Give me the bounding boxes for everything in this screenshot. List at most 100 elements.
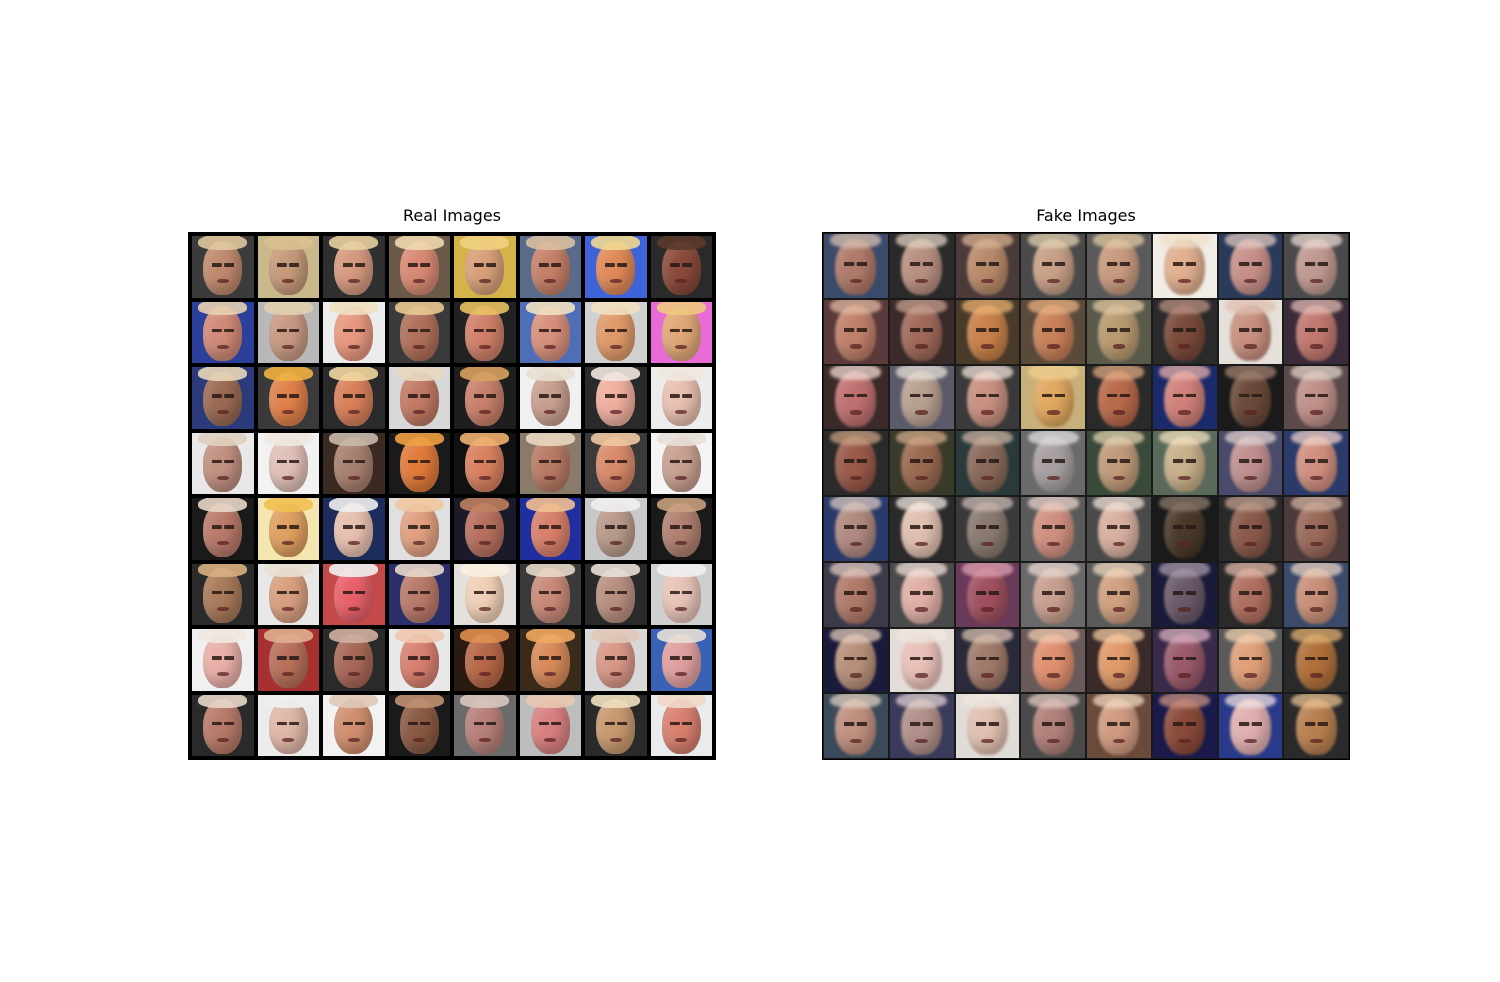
mouth [675, 737, 688, 742]
fake-face-image [1087, 365, 1151, 430]
real-face-image [388, 367, 450, 429]
eyes [604, 525, 627, 529]
mouth [849, 410, 863, 415]
fake-face-image [889, 365, 954, 430]
fake-face-image [1284, 694, 1348, 758]
eyes [1041, 459, 1065, 464]
real-face-image [454, 498, 516, 560]
mouth [915, 475, 928, 481]
fake-face-image [1021, 562, 1085, 627]
real-tile-grid [189, 233, 715, 759]
eyes [910, 656, 934, 661]
eyes [473, 394, 496, 398]
mouth [609, 672, 622, 677]
mouth [413, 672, 426, 677]
eyes [211, 263, 234, 267]
mouth [544, 410, 557, 415]
eyes [539, 263, 562, 267]
fake-face-image [1087, 628, 1151, 693]
mouth [1112, 607, 1126, 612]
mouth [609, 279, 622, 284]
real-face-image [388, 563, 450, 625]
fake-face-image [955, 299, 1020, 364]
fake-face-image [824, 299, 888, 364]
real-images-title: Real Images [402, 206, 502, 225]
mouth [282, 672, 295, 677]
real-face-image [323, 367, 385, 429]
fake-face-image [1087, 497, 1151, 561]
real-face-image [257, 498, 319, 560]
real-face-image [257, 236, 319, 298]
fake-face-image [1021, 497, 1085, 561]
eyes [844, 722, 868, 727]
real-face-image [192, 498, 254, 560]
fake-face-image [824, 562, 888, 627]
real-face-image [323, 629, 385, 691]
real-face-image [454, 629, 516, 691]
mouth [216, 672, 229, 677]
real-face-image [388, 432, 450, 494]
mouth [1178, 278, 1191, 284]
eyes [1041, 525, 1065, 529]
eyes [1173, 262, 1197, 266]
real-face-image [454, 432, 516, 494]
real-face-image [585, 236, 647, 298]
mouth [216, 475, 229, 480]
real-face-image [585, 498, 647, 560]
fake-face-image [824, 694, 888, 758]
fake-face-image [1021, 628, 1085, 693]
mouth [413, 606, 426, 611]
real-face-image [257, 629, 319, 691]
fake-face-image [1021, 365, 1085, 430]
real-face-image [192, 629, 254, 691]
mouth [675, 672, 688, 677]
real-face-image [323, 301, 385, 363]
eyes [1107, 722, 1131, 727]
real-face-image [388, 301, 450, 363]
real-face-image [454, 367, 516, 429]
mouth [915, 541, 928, 547]
eyes [1173, 327, 1197, 332]
fake-face-image [1152, 365, 1217, 430]
real-face-image [388, 629, 450, 691]
mouth [1046, 673, 1060, 678]
fake-face-image [1152, 562, 1217, 627]
eyes [604, 459, 627, 464]
mouth [282, 279, 295, 284]
eyes [1304, 327, 1328, 332]
eyes [473, 525, 496, 529]
fake-face-image [1218, 299, 1283, 364]
real-face-image [388, 498, 450, 560]
eyes [910, 590, 934, 595]
fake-face-image [889, 694, 954, 758]
mouth [915, 344, 928, 349]
fake-face-image [1152, 431, 1217, 495]
mouth [282, 344, 295, 349]
eyes [342, 656, 365, 660]
eyes [1041, 590, 1065, 595]
mouth [1244, 344, 1257, 349]
fake-face-image [1218, 234, 1283, 298]
mouth [1046, 410, 1060, 415]
eyes [1173, 393, 1197, 398]
real-images-grid [188, 232, 716, 760]
eyes [1304, 656, 1328, 661]
fake-face-image [955, 694, 1020, 758]
fake-face-image [1021, 234, 1085, 298]
eyes [975, 327, 999, 332]
mouth [1309, 278, 1323, 284]
eyes [975, 722, 999, 727]
real-face-image [650, 236, 712, 298]
fake-face-image [955, 431, 1020, 495]
eyes [1173, 459, 1197, 464]
eyes [975, 656, 999, 661]
eyes [670, 590, 693, 595]
real-face-image [388, 694, 450, 756]
eyes [1173, 590, 1197, 595]
mouth [413, 344, 426, 349]
fake-face-image [1218, 365, 1283, 430]
eyes [277, 721, 300, 726]
mouth [981, 344, 994, 349]
real-face-image [454, 301, 516, 363]
mouth [282, 410, 295, 415]
